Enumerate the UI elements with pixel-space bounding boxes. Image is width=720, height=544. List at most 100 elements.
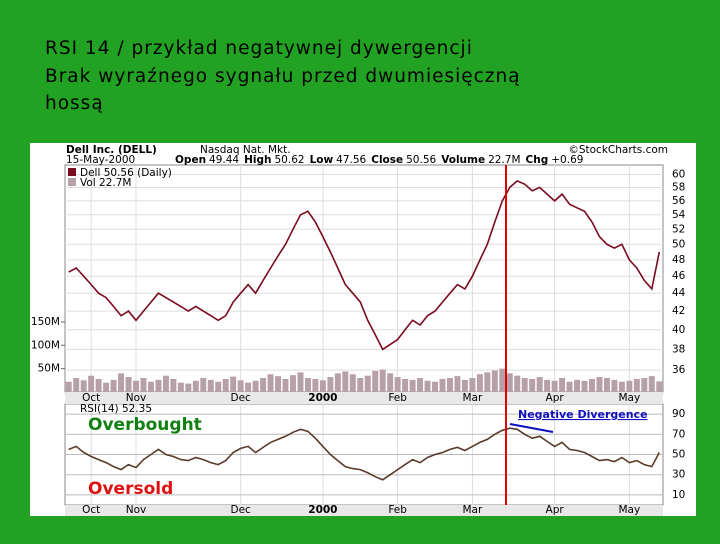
volume-bar [267, 374, 274, 392]
x-tick-label: Apr [546, 504, 565, 516]
chart-title: Dell Inc. (DELL) [66, 144, 157, 156]
x-tick-label: Feb [388, 392, 407, 404]
volume-bar [402, 378, 409, 392]
quote-value: +0.69 [551, 154, 583, 166]
volume-bar [312, 378, 319, 392]
legend-entry: Vol 22.7M [80, 177, 132, 189]
volume-bar [118, 373, 125, 392]
quote-label: High [244, 154, 271, 166]
quote-label: Low [310, 154, 334, 166]
volume-bar [297, 372, 304, 392]
x-tick-label: Oct [82, 504, 100, 516]
x-tick-label: May [619, 392, 641, 404]
price-panel [64, 164, 664, 393]
y-tick-label: 60 [672, 168, 685, 180]
volume-bar [566, 381, 573, 392]
volume-bar [484, 372, 491, 392]
legend-swatch [68, 168, 76, 176]
volume-bar [245, 382, 252, 392]
exchange: Nasdaq Nat. Mkt. [200, 144, 291, 156]
title-line: RSI 14 / przykład negatywnej dywergencji [45, 38, 473, 59]
volume-bar [574, 379, 581, 392]
volume-bar [140, 377, 147, 392]
x-tick-label: Dec [230, 504, 251, 516]
quote-label: Volume [441, 154, 485, 166]
legend-swatch [68, 178, 76, 186]
oversold-label: Oversold [88, 479, 173, 499]
y-tick-label: 30 [672, 469, 685, 481]
source: ©StockCharts.com [568, 144, 668, 156]
volume-bar [215, 381, 222, 392]
volume-bar [439, 378, 446, 392]
volume-bar [417, 377, 424, 392]
volume-bar [133, 380, 140, 392]
volume-bar [103, 382, 110, 392]
volume-bar [611, 379, 618, 392]
quote-label: Open [175, 154, 206, 166]
series-line [68, 427, 661, 481]
quote-label: Close [371, 154, 403, 166]
y-tick-label: 10 [672, 489, 685, 501]
volume-bar [319, 380, 326, 392]
quote-value: 22.7M [488, 154, 520, 166]
plot: Oct Oct Nov Nov Dec Dec 2000 2000 Feb Feb Mar Mar Ap… [31, 165, 686, 516]
y-tick-label: 70 [672, 428, 685, 440]
quote: Open 49.44 High 50.62 Low 47.56 Close 50.56 Volu… [175, 154, 583, 166]
volume-bar [506, 373, 513, 392]
volume-bar [581, 380, 588, 392]
axis-band [65, 392, 663, 404]
volume-bar [588, 378, 595, 392]
volume-tick-label: 100M [31, 339, 60, 351]
volume-bar [461, 379, 468, 392]
legend-entry: RSI(14) 52.35 [80, 403, 152, 415]
volume-bar [551, 380, 558, 392]
title-line: hossą [45, 93, 104, 114]
volume-bar [252, 380, 259, 392]
volume-bar [349, 374, 356, 392]
y-tick-label: 90 [672, 408, 685, 420]
y-tick-label: 36 [672, 364, 686, 376]
volume-bar [364, 375, 371, 392]
y-tick-label: 42 [672, 305, 685, 317]
volume-bar [633, 378, 640, 392]
volume-bar [282, 378, 289, 392]
volume-bar [469, 377, 476, 392]
x-tick-label: 2000 [308, 392, 337, 404]
volume-bar [424, 380, 431, 392]
volume-bar [372, 370, 379, 392]
y-tick-label: 50 [672, 449, 685, 461]
volume-bar [260, 377, 267, 392]
volume-bar [147, 381, 154, 392]
volume-bar [73, 377, 80, 392]
x-tick-label: Dec [230, 392, 251, 404]
x-tick-label: Mar [462, 504, 482, 516]
y-tick-label: 50 [672, 238, 685, 250]
series-line [68, 179, 661, 351]
volume-bar [155, 379, 162, 392]
volume-bar [334, 373, 341, 392]
volume-bar [88, 375, 95, 392]
volume-bar [454, 376, 461, 392]
volume-bar [342, 371, 349, 392]
x-tick-label: 2000 [308, 504, 337, 516]
volume-bar [387, 373, 394, 392]
volume-bar [379, 369, 386, 392]
volume-bar [603, 377, 610, 392]
x-tick-label: May [619, 504, 641, 516]
quote-value: 49.44 [209, 154, 239, 166]
x-tick-label: Nov [126, 504, 147, 516]
y-tick-label: 46 [672, 270, 686, 282]
x-tick-label: Apr [546, 392, 565, 404]
volume-bar [559, 377, 566, 392]
volume-bar [544, 379, 551, 392]
volume-bar [327, 377, 334, 392]
volume-bar [237, 380, 244, 392]
quote-value: 47.56 [336, 154, 366, 166]
volume-bar [170, 378, 177, 392]
volume-bar [80, 380, 87, 392]
volume-bar [125, 377, 132, 392]
volume-bar [65, 381, 72, 392]
quote-value: 50.56 [406, 154, 436, 166]
y-tick-label: 56 [672, 195, 686, 207]
